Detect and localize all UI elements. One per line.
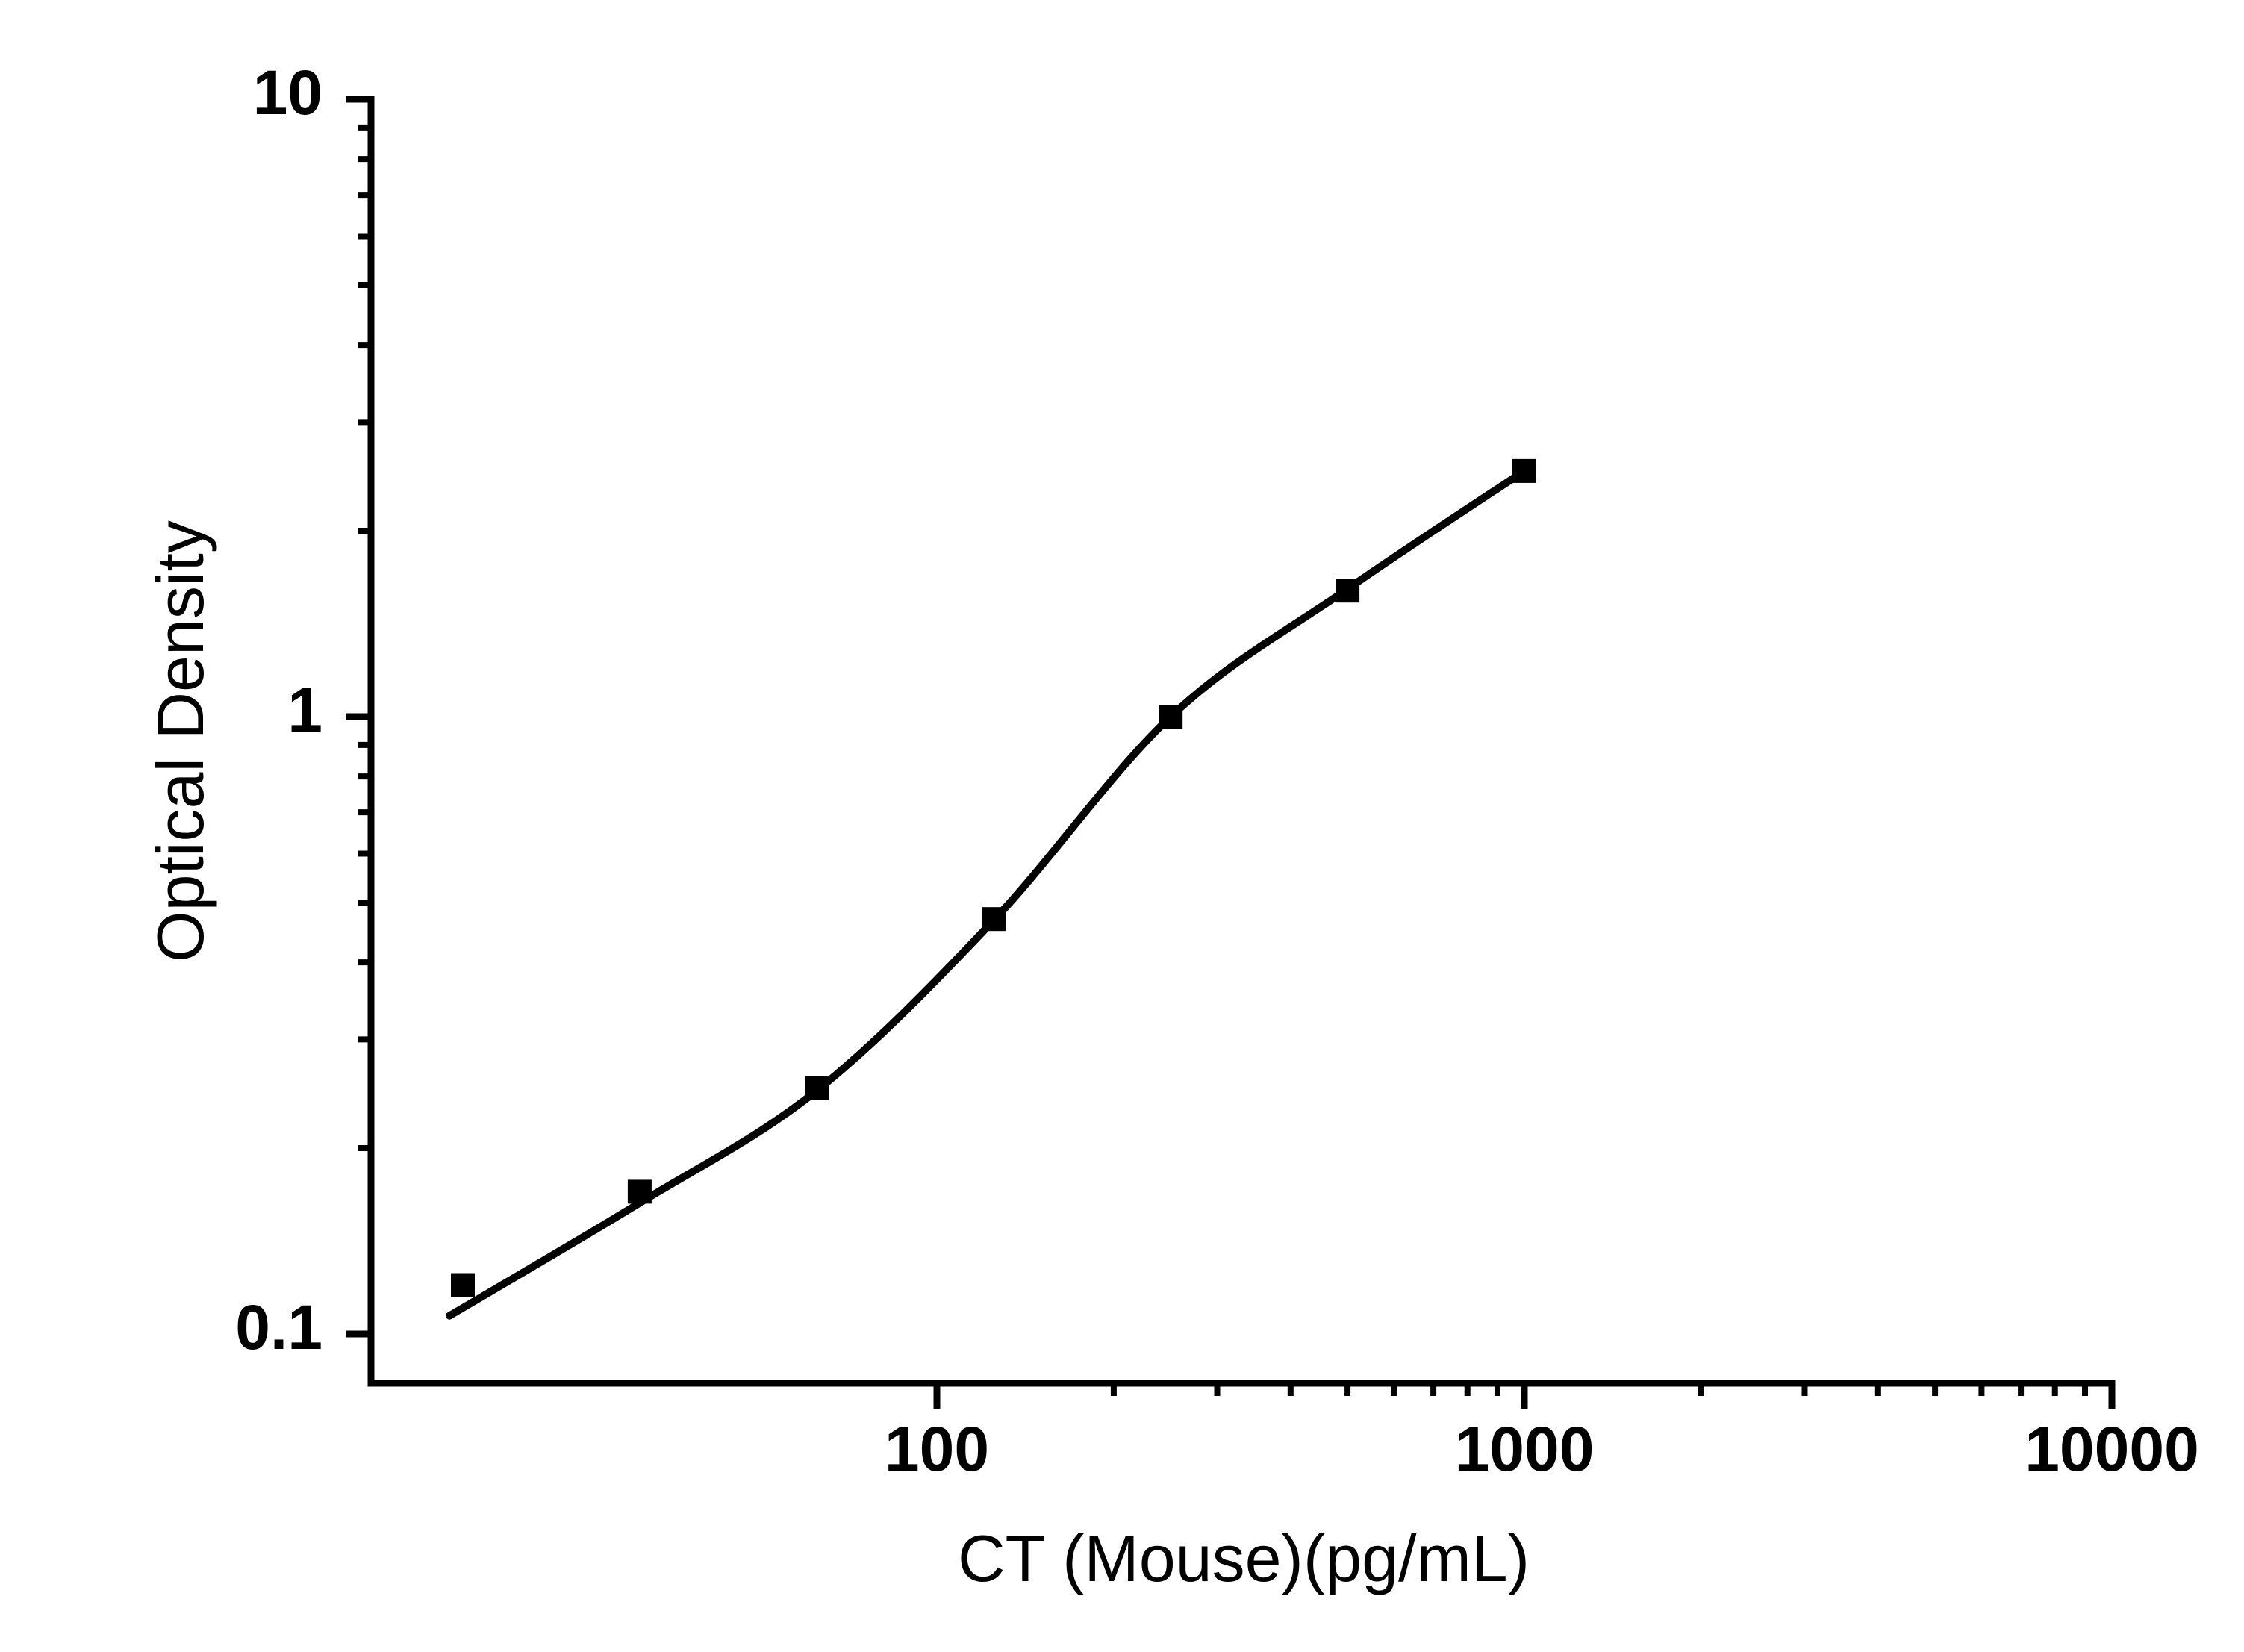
y-tick-label: 1 [287, 675, 322, 745]
x-axis-title: CT (Mouse)(pg/mL) [958, 1521, 1530, 1595]
axes-layer [367, 96, 2116, 1387]
tick-labels-layer: 100 1000 10000 10 1 0.1 [235, 57, 2199, 1484]
x-tick-label: 1000 [1455, 1414, 1595, 1484]
data-point-marker [450, 1273, 475, 1297]
data-point-marker [1159, 705, 1183, 729]
data-point-marker [805, 1076, 829, 1100]
y-axis-title: Optical Density [143, 520, 217, 962]
data-point-marker [982, 907, 1006, 932]
data-point-marker [1512, 458, 1536, 483]
y-tick-label: 10 [253, 57, 322, 128]
x-tick-label: 10000 [2025, 1414, 2199, 1484]
data-points-layer [450, 458, 1536, 1297]
y-tick-label: 0.1 [235, 1292, 322, 1362]
x-tick-label: 100 [885, 1414, 989, 1484]
data-point-marker [1336, 579, 1360, 603]
tick-marks-layer [346, 96, 2116, 1409]
data-point-marker [627, 1179, 652, 1204]
fit-curve-line [446, 467, 1528, 1320]
